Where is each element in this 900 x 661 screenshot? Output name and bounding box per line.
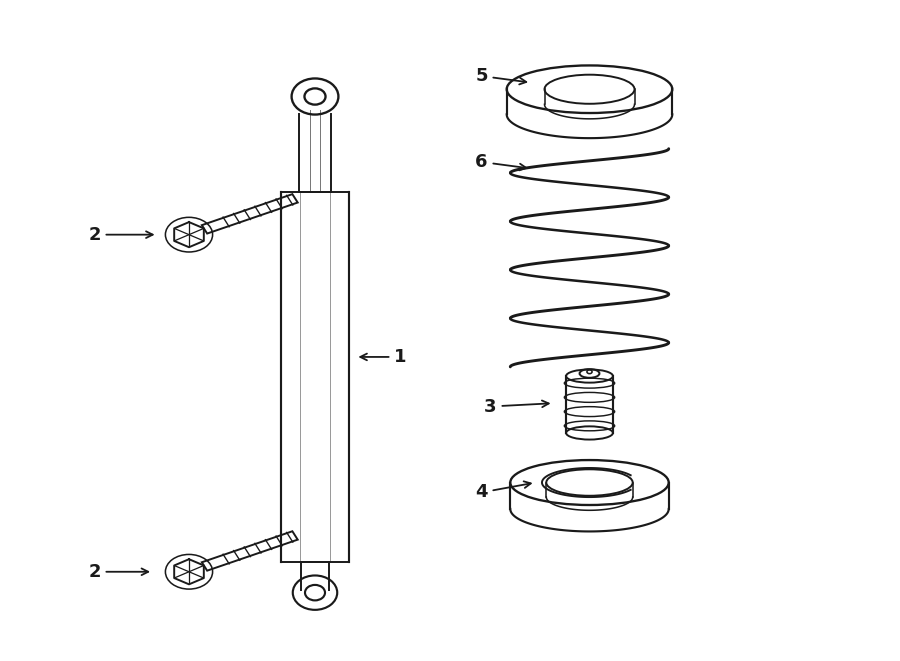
Text: 1: 1 — [360, 348, 407, 366]
Text: 6: 6 — [475, 153, 526, 171]
Text: 4: 4 — [475, 481, 531, 502]
Text: 5: 5 — [475, 67, 526, 85]
Text: 3: 3 — [484, 397, 549, 416]
Text: 2: 2 — [88, 563, 148, 581]
Text: 2: 2 — [88, 225, 153, 244]
